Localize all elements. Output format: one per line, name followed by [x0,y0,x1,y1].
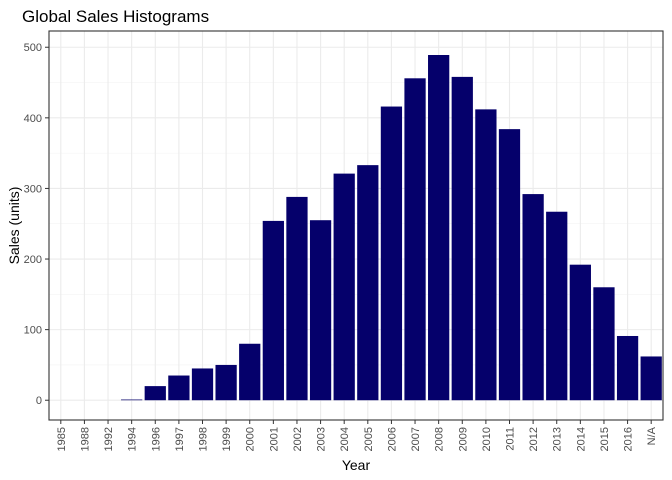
x-tick-label: 1999 [221,427,233,451]
y-tick-label: 500 [24,42,42,54]
x-tick-label: 1992 [103,427,115,451]
x-tick-label: 2011 [505,427,517,451]
bar-2007 [404,78,426,401]
x-tick-label: 2007 [410,427,422,451]
bars [121,55,662,401]
bar-1994 [121,399,143,401]
y-tick-label: 400 [24,113,42,125]
bar-1997 [168,375,190,401]
bar-2008 [428,55,450,401]
y-tick-label: 100 [24,325,42,337]
x-tick-label: 1994 [127,427,139,451]
bar-1999 [215,364,237,401]
bar-2009 [451,76,473,401]
y-axis: 0 100 200 300 400 500 [24,42,49,407]
bar-2002 [286,196,308,401]
x-tick-label: 1985 [56,427,68,451]
bar-1998 [191,368,214,401]
x-tick-label: 1996 [150,427,162,451]
bar-2006 [380,106,403,401]
x-tick-label: 2006 [386,427,398,451]
bar-2013 [546,211,568,401]
x-tick-label: 2010 [481,427,493,451]
x-tick-label: 1998 [198,427,210,451]
x-tick-label: 2015 [599,427,611,451]
y-tick-label: 300 [24,183,42,195]
bar-2010 [475,109,497,401]
y-tick-label: 0 [36,395,42,407]
x-tick-label: 1988 [79,427,91,451]
x-axis-title: Year [342,457,371,473]
bar-2004 [333,173,355,401]
y-axis-title: Sales (units) [6,187,22,265]
x-tick-label: 2016 [623,427,635,451]
x-tick-label: 2002 [292,427,304,451]
x-tick-label: 2001 [268,427,280,451]
bar-2016 [616,335,639,401]
x-tick-label: 2005 [363,427,375,451]
x-tick-label: 2013 [552,427,564,451]
bar-2003 [309,220,332,401]
plot-panel [48,30,664,421]
bar-2001 [262,220,284,401]
x-tick-label: N/A [646,426,658,445]
bar-2014 [569,264,591,401]
bar-2005 [357,165,379,401]
bar-2011 [498,129,521,401]
x-axis: 1985 1988 1992 1994 1996 1997 1998 1999 2000 2001… [56,420,658,451]
bar-2015 [593,287,615,401]
x-tick-label: 2000 [245,427,257,451]
bar-2012 [522,194,544,401]
x-tick-label: 2009 [457,427,469,451]
bar-2000 [239,343,261,401]
bar-N/A [640,356,662,401]
y-tick-label: 200 [24,254,42,266]
x-tick-label: 2014 [575,427,587,451]
x-tick-label: 2012 [528,427,540,451]
bar-1996 [144,386,166,401]
x-tick-label: 2008 [434,427,446,451]
chart-title: Global Sales Histograms [22,7,209,26]
x-tick-label: 2004 [339,427,351,451]
x-tick-label: 2003 [316,427,328,451]
x-tick-label: 1997 [174,427,186,451]
